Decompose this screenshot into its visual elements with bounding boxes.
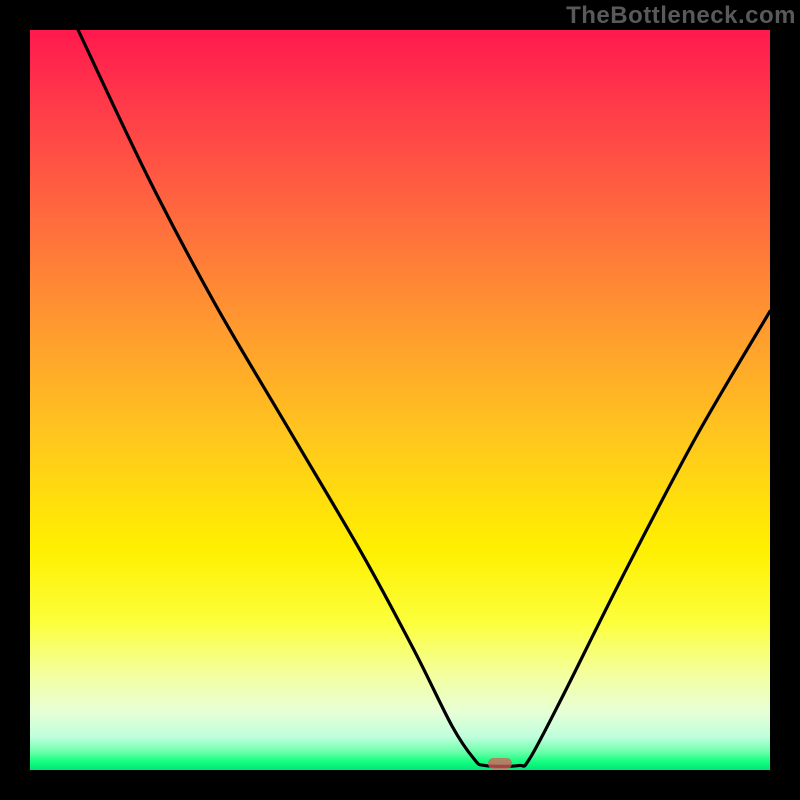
chart-frame: TheBottleneck.com — [0, 0, 800, 800]
watermark-text: TheBottleneck.com — [566, 2, 796, 30]
optimum-marker-pill — [488, 758, 512, 769]
gradient-background — [30, 30, 770, 770]
plot-area — [30, 30, 770, 770]
